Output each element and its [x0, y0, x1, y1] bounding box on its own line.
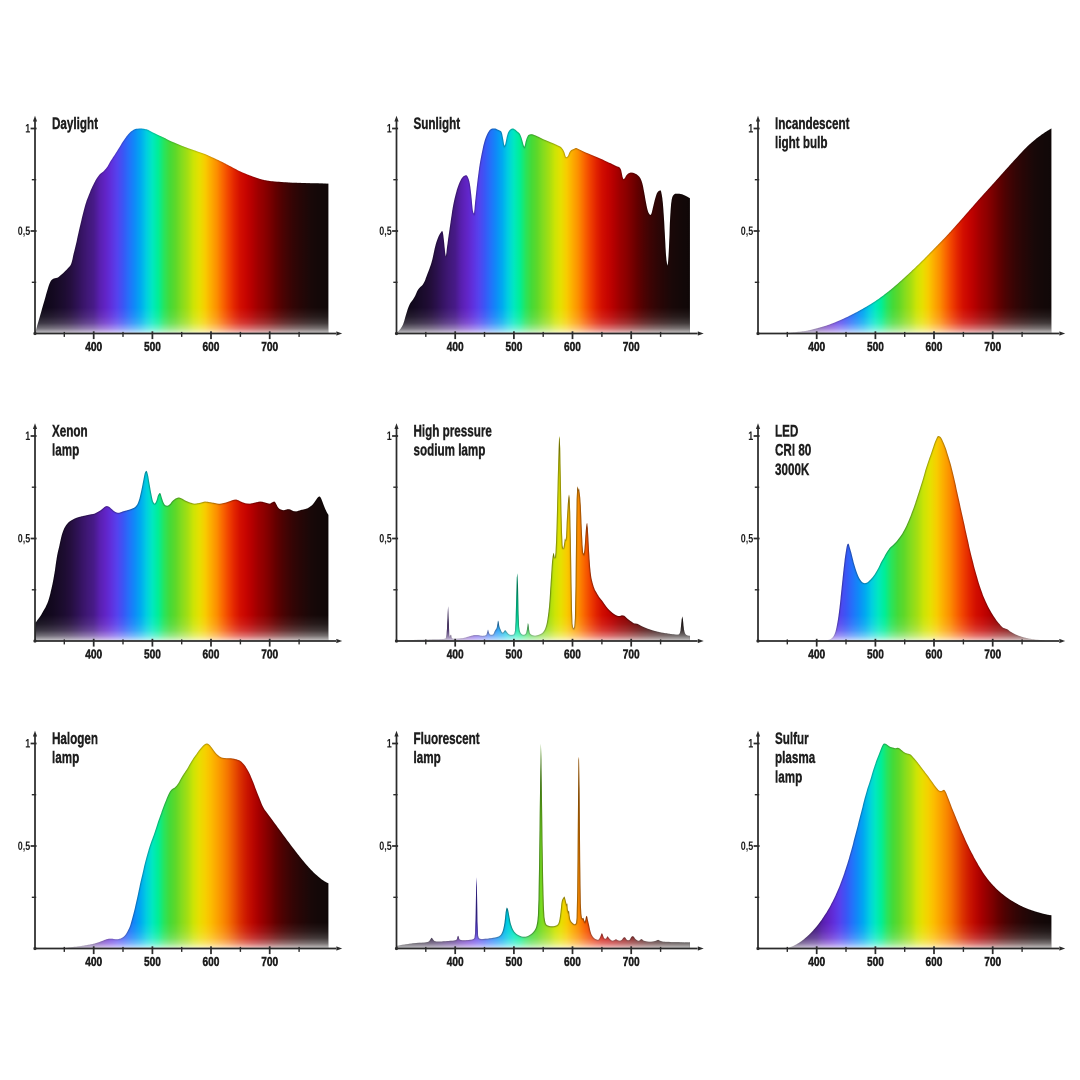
svg-text:600: 600 [926, 647, 943, 661]
svg-text:600: 600 [926, 340, 943, 354]
svg-text:1: 1 [25, 431, 30, 443]
svg-text:500: 500 [867, 647, 884, 661]
svg-text:1: 1 [748, 738, 753, 750]
svg-text:lamp: lamp [52, 441, 80, 459]
svg-text:400: 400 [85, 647, 102, 661]
svg-text:400: 400 [447, 955, 464, 969]
svg-text:1: 1 [748, 431, 753, 443]
svg-text:700: 700 [984, 647, 1001, 661]
svg-text:400: 400 [85, 340, 102, 354]
svg-text:0,5: 0,5 [741, 226, 754, 238]
svg-text:0,5: 0,5 [379, 841, 392, 853]
svg-text:500: 500 [505, 647, 522, 661]
svg-text:600: 600 [203, 647, 220, 661]
svg-text:sodium lamp: sodium lamp [414, 441, 486, 459]
svg-text:500: 500 [867, 340, 884, 354]
svg-text:0,5: 0,5 [379, 226, 392, 238]
svg-text:0,5: 0,5 [18, 533, 31, 545]
svg-text:1: 1 [387, 738, 392, 750]
svg-text:400: 400 [808, 340, 825, 354]
svg-text:600: 600 [564, 955, 581, 969]
svg-text:0,5: 0,5 [741, 841, 754, 853]
svg-text:1: 1 [387, 123, 392, 135]
svg-text:500: 500 [144, 647, 161, 661]
svg-text:700: 700 [984, 340, 1001, 354]
svg-text:1: 1 [387, 431, 392, 443]
svg-text:400: 400 [447, 647, 464, 661]
svg-text:0,5: 0,5 [741, 533, 754, 545]
svg-text:600: 600 [564, 647, 581, 661]
svg-text:Xenon: Xenon [52, 422, 88, 440]
svg-text:400: 400 [808, 955, 825, 969]
svg-text:Fluorescent: Fluorescent [414, 729, 480, 747]
svg-text:3000K: 3000K [775, 460, 810, 478]
svg-text:700: 700 [623, 340, 640, 354]
svg-text:1: 1 [25, 123, 30, 135]
svg-text:400: 400 [85, 955, 102, 969]
svg-text:High pressure: High pressure [414, 422, 493, 440]
svg-text:0,5: 0,5 [18, 841, 31, 853]
svg-text:LED: LED [775, 422, 798, 440]
svg-text:lamp: lamp [52, 748, 80, 766]
svg-text:Halogen: Halogen [52, 729, 98, 747]
svg-text:400: 400 [808, 647, 825, 661]
svg-text:Incandescent: Incandescent [775, 114, 850, 132]
svg-text:0,5: 0,5 [18, 226, 31, 238]
svg-text:600: 600 [564, 340, 581, 354]
svg-text:0,5: 0,5 [379, 533, 392, 545]
svg-text:Sunlight: Sunlight [414, 114, 461, 132]
svg-text:700: 700 [623, 955, 640, 969]
svg-text:700: 700 [261, 647, 278, 661]
svg-text:1: 1 [748, 123, 753, 135]
svg-text:CRI 80: CRI 80 [775, 441, 811, 459]
svg-text:lamp: lamp [414, 748, 442, 766]
svg-text:500: 500 [505, 340, 522, 354]
svg-text:600: 600 [203, 955, 220, 969]
svg-text:400: 400 [447, 340, 464, 354]
svg-text:500: 500 [144, 340, 161, 354]
svg-text:1: 1 [25, 738, 30, 750]
svg-text:600: 600 [926, 955, 943, 969]
svg-text:Daylight: Daylight [52, 114, 98, 132]
svg-text:plasma: plasma [775, 748, 815, 766]
svg-text:Sulfur: Sulfur [775, 729, 809, 747]
svg-text:600: 600 [203, 340, 220, 354]
svg-text:500: 500 [867, 955, 884, 969]
svg-text:700: 700 [261, 340, 278, 354]
svg-text:700: 700 [623, 647, 640, 661]
svg-text:lamp: lamp [775, 767, 803, 785]
svg-text:500: 500 [144, 955, 161, 969]
svg-text:700: 700 [984, 955, 1001, 969]
svg-text:500: 500 [505, 955, 522, 969]
svg-text:700: 700 [261, 955, 278, 969]
svg-text:light bulb: light bulb [775, 133, 828, 151]
